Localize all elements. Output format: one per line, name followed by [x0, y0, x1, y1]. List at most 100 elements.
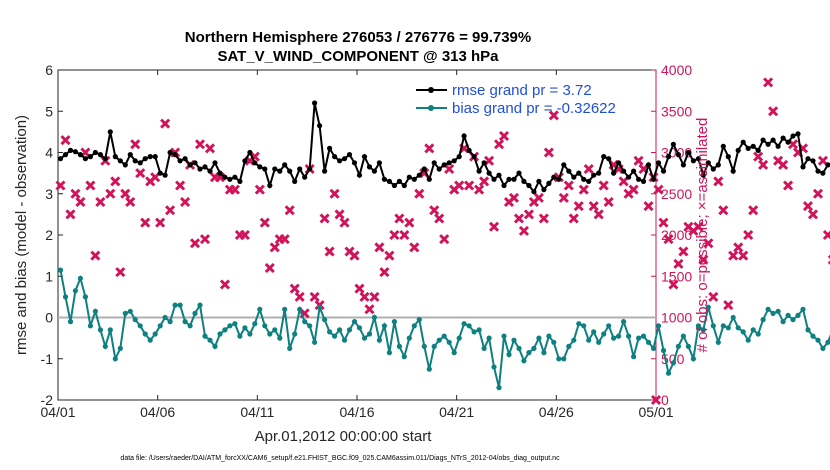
bias-point: [496, 385, 502, 391]
obs-marker-stroke: [678, 246, 689, 257]
bias-point: [356, 325, 363, 331]
obs-marker: [85, 180, 96, 191]
x-tick-label: 04/21: [439, 404, 474, 420]
rmse-point: [327, 145, 333, 151]
bias-point: [770, 310, 776, 316]
obs-marker: [678, 246, 689, 257]
obs-marker: [364, 304, 375, 315]
bias-point: [581, 323, 587, 329]
bias-series: [57, 267, 830, 391]
bias-point: [700, 327, 706, 333]
bias-point: [322, 317, 328, 323]
rmse-point: [466, 147, 472, 153]
obs-marker-end: [650, 394, 662, 406]
bias-point: [601, 331, 607, 337]
obs-marker: [713, 176, 724, 187]
rmse-point: [376, 160, 382, 166]
obs-marker-stroke: [389, 229, 400, 241]
rmse-point: [476, 168, 482, 174]
obs-marker-stroke: [618, 176, 629, 187]
bias-point: [636, 335, 642, 341]
rmse-point: [332, 154, 338, 160]
rmse-point: [556, 176, 562, 182]
rmse-point: [217, 170, 223, 176]
obs-marker-stroke: [663, 234, 674, 245]
rmse-point: [67, 147, 74, 153]
bias-point: [177, 302, 183, 308]
obs-marker-stroke: [309, 291, 320, 302]
rmse-point: [102, 156, 108, 162]
rmse-point: [341, 156, 348, 162]
obs-marker: [643, 201, 654, 212]
rmse-point: [745, 145, 751, 151]
obs-marker: [802, 201, 814, 212]
obs-marker-stroke: [713, 176, 724, 187]
rmse-point: [621, 168, 627, 174]
bias-point: [72, 288, 78, 294]
rmse-point: [645, 162, 652, 168]
bias-point: [631, 354, 637, 360]
obs-marker: [140, 217, 151, 228]
obs-marker: [70, 188, 81, 199]
obs-marker: [424, 143, 435, 154]
rmse-point: [247, 149, 253, 156]
bias-point: [282, 306, 288, 312]
bias-point: [332, 333, 338, 339]
rmse-point: [72, 149, 78, 155]
obs-marker: [474, 184, 485, 195]
obs-marker-stroke: [289, 283, 300, 294]
bias-point: [77, 275, 83, 281]
obs-marker: [738, 250, 749, 261]
bias-point: [715, 339, 721, 345]
data-file-footnote: data file: /Users/raeder/DAI/ATM_forcXX/…: [120, 455, 560, 462]
obs-marker: [523, 209, 534, 220]
rmse-point: [561, 162, 567, 168]
bias-point: [346, 327, 353, 333]
obs-marker: [618, 176, 629, 187]
obs-marker: [219, 279, 231, 290]
obs-marker-stroke: [493, 139, 505, 150]
obs-marker-stroke: [822, 229, 830, 241]
rmse-point: [267, 182, 273, 189]
rmse-point: [381, 176, 387, 182]
obs-marker: [150, 172, 161, 183]
bias-point: [426, 366, 432, 372]
rmse-point: [596, 170, 602, 176]
rmse-point: [192, 160, 198, 166]
rmse-point: [521, 178, 527, 184]
bias-point: [556, 356, 562, 362]
rmse-point: [750, 143, 756, 149]
rmse-point: [207, 168, 213, 174]
bias-point: [197, 302, 203, 308]
bias-point: [147, 337, 153, 343]
obs-marker: [105, 188, 116, 199]
obs-marker-stroke: [150, 172, 161, 183]
obs-marker-stroke: [439, 234, 450, 245]
obs-marker: [130, 139, 141, 150]
bias-point: [341, 337, 348, 343]
rmse-point: [800, 164, 806, 170]
rmse-point: [581, 176, 587, 182]
rmse-point: [486, 170, 492, 176]
rmse-point: [346, 152, 353, 158]
obs-marker: [822, 229, 830, 241]
rmse-point: [117, 158, 123, 164]
obs-marker: [812, 188, 824, 199]
bias-point: [277, 335, 283, 341]
obs-marker: [588, 201, 599, 212]
bias-point: [800, 306, 806, 312]
obs-marker: [493, 139, 505, 150]
obs-marker-stroke: [558, 192, 569, 203]
rmse-point: [416, 172, 422, 178]
obs-marker: [384, 250, 395, 261]
obs-marker: [289, 283, 300, 294]
rmse-point: [775, 143, 781, 149]
rmse-point: [586, 178, 592, 184]
x-tick-label: 04/11: [240, 404, 274, 420]
rmse-point: [715, 162, 721, 168]
obs-marker-stroke: [294, 291, 305, 302]
bias-point: [710, 323, 716, 329]
rmse-point: [147, 154, 153, 160]
rmse-point: [287, 168, 293, 174]
legend-bias-marker: [428, 105, 434, 111]
